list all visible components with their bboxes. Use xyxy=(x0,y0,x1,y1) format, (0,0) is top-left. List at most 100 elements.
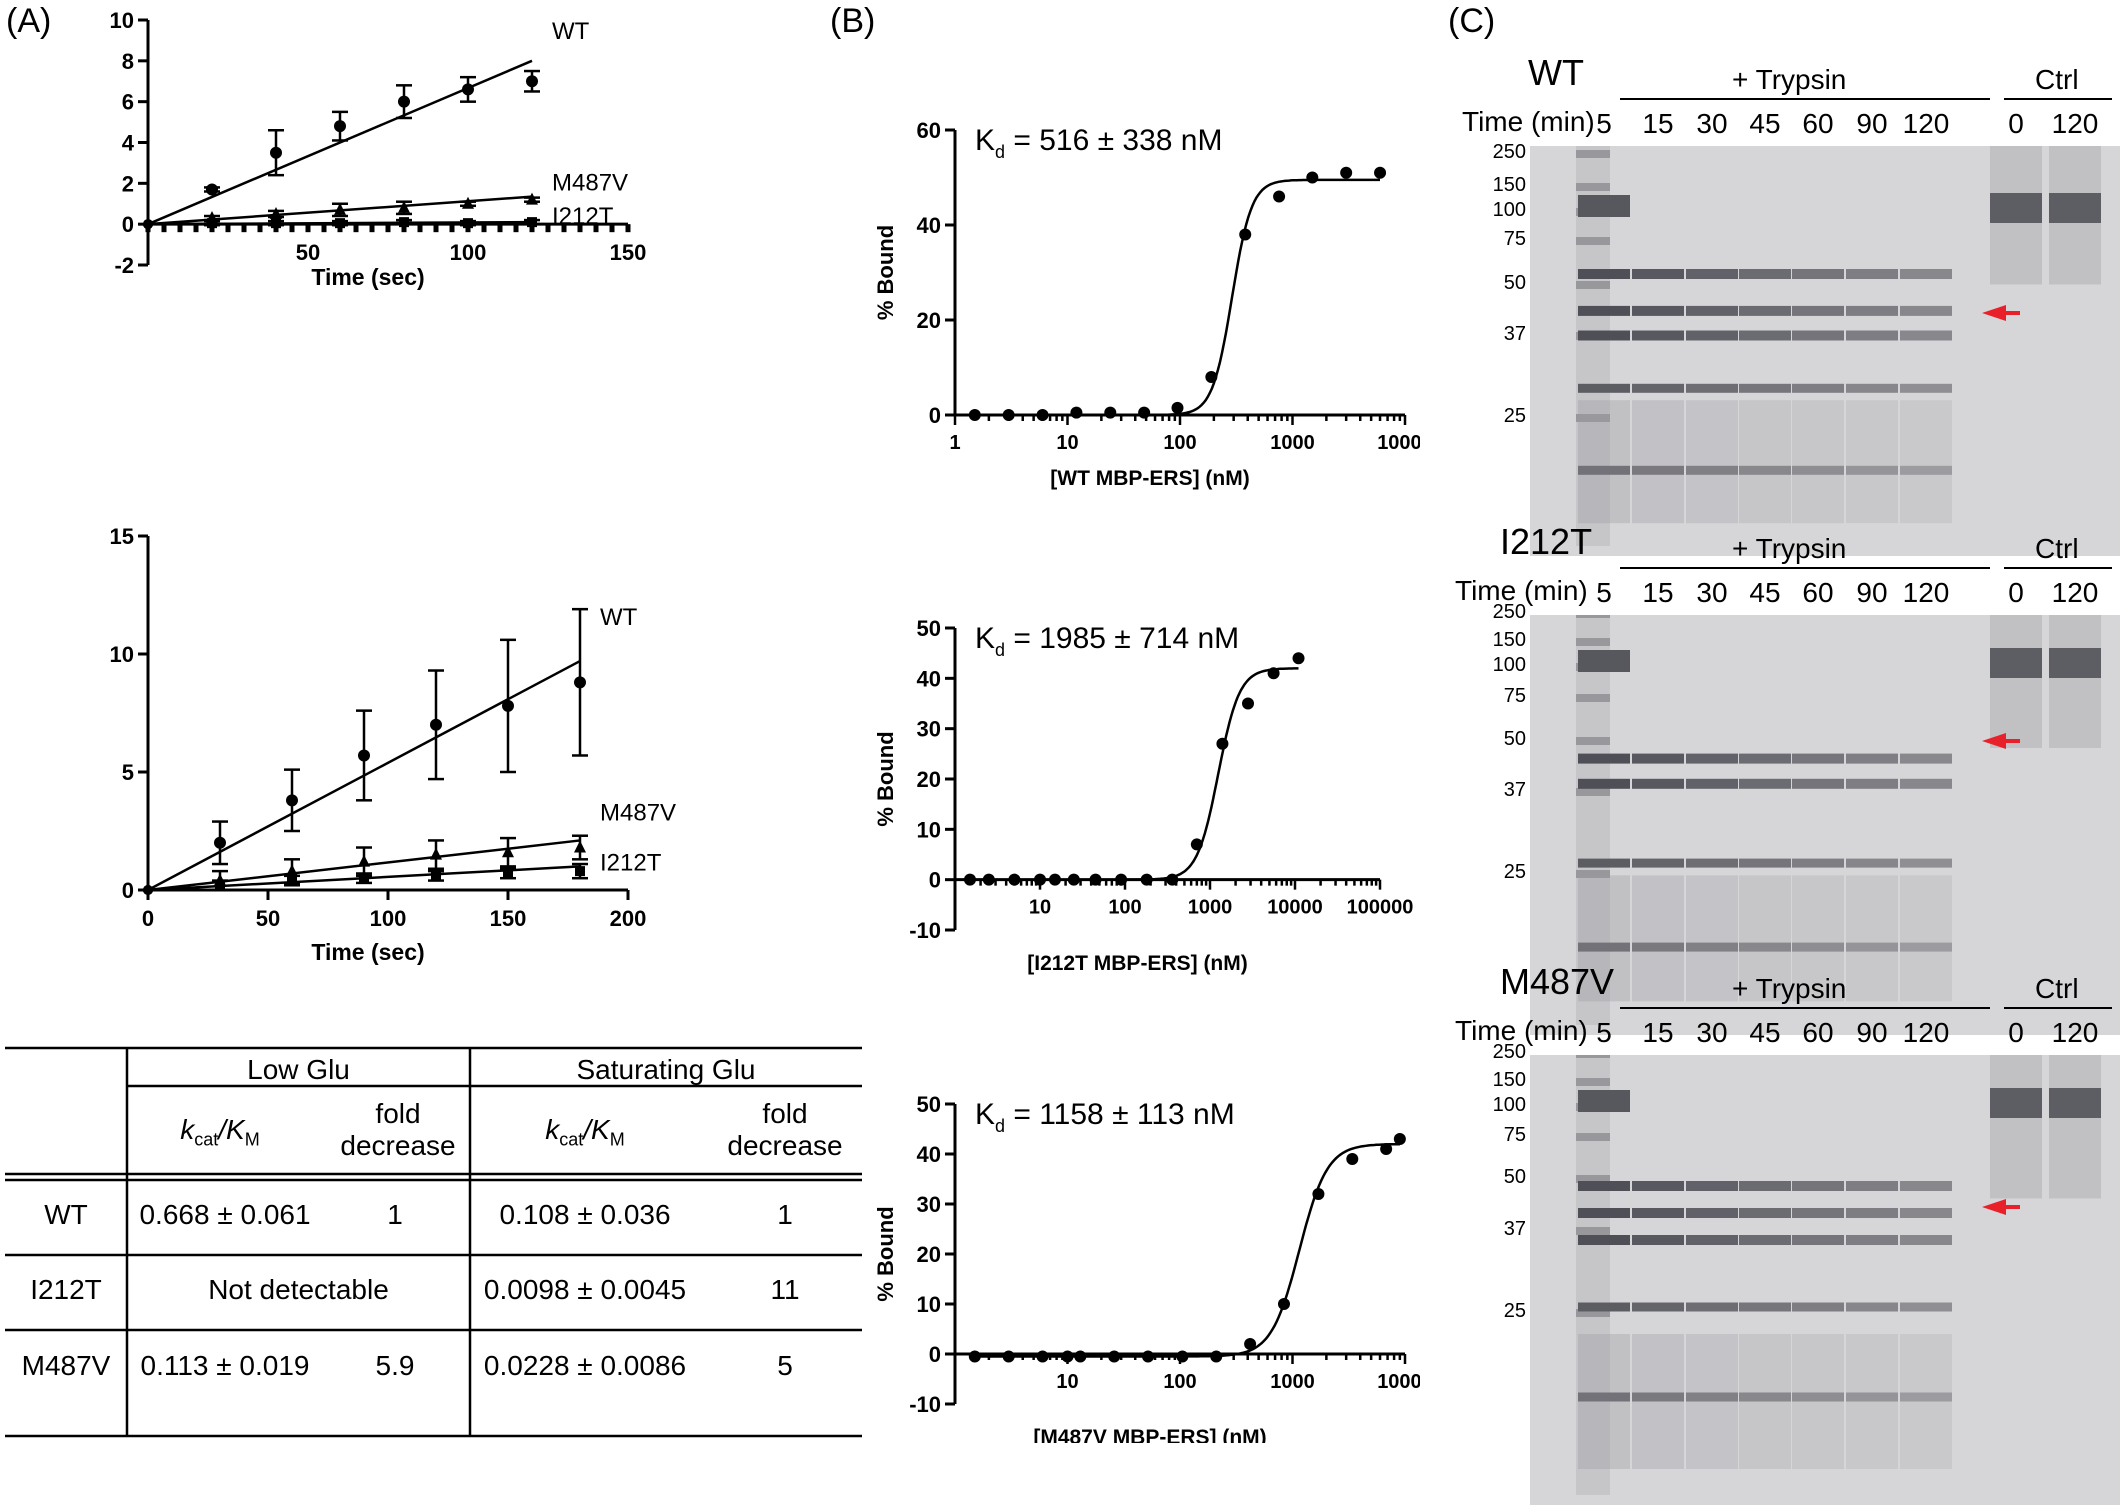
gel-smear xyxy=(1739,1334,1791,1469)
gel-band xyxy=(1632,305,1684,316)
data-point xyxy=(1242,697,1255,710)
x-tick-label: 1000 xyxy=(1270,1371,1315,1393)
data-point xyxy=(1067,873,1080,886)
data-point xyxy=(1380,1143,1393,1155)
data-point xyxy=(1210,1350,1223,1363)
gel-band xyxy=(1686,330,1738,341)
gel-band xyxy=(1792,1208,1844,1218)
marker-label: 250 xyxy=(1492,141,1526,163)
data-point xyxy=(462,196,474,209)
gel-lane xyxy=(1686,269,1738,524)
gel-band xyxy=(1686,753,1738,764)
lane-label: 120 xyxy=(1902,108,1950,139)
gel-smear xyxy=(1578,875,1630,1002)
marker-label: 25 xyxy=(1503,405,1526,427)
gel-title: M487V xyxy=(1500,961,1615,1002)
data-point xyxy=(214,836,226,849)
gel-smear xyxy=(1846,875,1898,1002)
y-tick-label: 2 xyxy=(122,171,134,196)
y-tick-label: 4 xyxy=(122,131,135,156)
lane-label: 0 xyxy=(2008,108,2024,139)
marker-label: 25 xyxy=(1503,1300,1526,1322)
data-point xyxy=(1176,1350,1189,1363)
data-point xyxy=(1036,409,1049,421)
gel-band xyxy=(1686,942,1738,952)
data-point xyxy=(430,847,442,860)
gel-band xyxy=(1739,1302,1791,1312)
kd-subscript: d xyxy=(995,142,1005,162)
gel-band xyxy=(1792,858,1844,868)
data-point xyxy=(1048,873,1061,886)
gel-band xyxy=(1578,778,1630,789)
kd-annotation: Kd = 516 ± 338 nM xyxy=(975,124,1222,162)
data-point xyxy=(1002,1350,1015,1363)
data-point xyxy=(398,200,410,213)
marker-label: 37 xyxy=(1503,1218,1526,1240)
ladder-band xyxy=(1576,183,1610,191)
data-point xyxy=(1074,1350,1087,1363)
gel-band xyxy=(1792,269,1844,279)
data-point xyxy=(527,217,537,228)
gel-control-label: Ctrl xyxy=(2035,973,2079,1004)
kd-subscript: d xyxy=(995,640,1005,660)
y-tick-label: 20 xyxy=(917,767,941,792)
gel-smear xyxy=(1739,875,1791,1002)
y-tick-label: 50 xyxy=(917,616,941,641)
gel-lane xyxy=(1739,753,1791,1002)
gel-band xyxy=(1578,269,1630,279)
y-tick-label: 0 xyxy=(929,1342,941,1367)
gel-band xyxy=(1578,1090,1630,1112)
gel-band xyxy=(1686,778,1738,789)
lane-label: 120 xyxy=(2051,108,2099,139)
gel-band xyxy=(1578,942,1630,952)
y-tick-label: 40 xyxy=(917,666,941,691)
gel-band xyxy=(1686,269,1738,279)
gel-band xyxy=(2049,193,2101,223)
gel-band xyxy=(1632,942,1684,952)
data-point xyxy=(1312,1188,1325,1200)
gel-band xyxy=(1846,269,1898,279)
data-point xyxy=(358,749,370,762)
y-tick-label: 60 xyxy=(917,118,941,143)
y-tick-label: -2 xyxy=(114,253,134,278)
gel-band xyxy=(1846,1181,1898,1191)
gel-smear xyxy=(1578,400,1630,524)
lane-label: 15 xyxy=(1642,1017,1674,1048)
y-tick-label: 30 xyxy=(917,717,941,742)
gel-lane xyxy=(1792,269,1844,524)
gel-band xyxy=(1578,195,1630,217)
data-point xyxy=(526,75,538,88)
gel-image xyxy=(1530,615,2120,1035)
gel-smear xyxy=(1578,1334,1630,1469)
series-label: WT xyxy=(552,18,590,45)
gel-band xyxy=(1578,858,1630,868)
marker-label: 150 xyxy=(1492,629,1526,651)
gel-band xyxy=(1739,465,1791,475)
data-point xyxy=(1061,1350,1074,1363)
marker-label: 50 xyxy=(1503,1166,1526,1188)
gel-band xyxy=(1578,1181,1630,1191)
table-cell: 1 xyxy=(387,1199,403,1230)
table-cell: 5.9 xyxy=(375,1350,415,1381)
gel-band xyxy=(1900,1181,1952,1191)
data-point xyxy=(968,1350,981,1363)
gel-band xyxy=(1900,778,1952,789)
y-tick-label: 6 xyxy=(122,90,134,115)
data-point xyxy=(1216,737,1229,750)
data-point xyxy=(1277,1298,1290,1310)
data-point xyxy=(143,885,153,895)
gel-band xyxy=(1578,383,1630,393)
gel-band xyxy=(1792,1392,1844,1402)
gel-band xyxy=(1686,858,1738,868)
gel-smear xyxy=(2049,146,2101,285)
table-cell: 0.0098 ± 0.0045 xyxy=(483,1274,687,1305)
control-bracket xyxy=(2004,98,2112,100)
y-tick-label: 50 xyxy=(917,1092,941,1117)
gel-band xyxy=(1846,305,1898,316)
gel-smear xyxy=(1792,875,1844,1002)
data-point xyxy=(143,219,153,230)
gel-band xyxy=(2049,1088,2101,1118)
gel-band xyxy=(1632,858,1684,868)
x-tick-label: 200 xyxy=(610,906,647,931)
gel-band xyxy=(1739,942,1791,952)
